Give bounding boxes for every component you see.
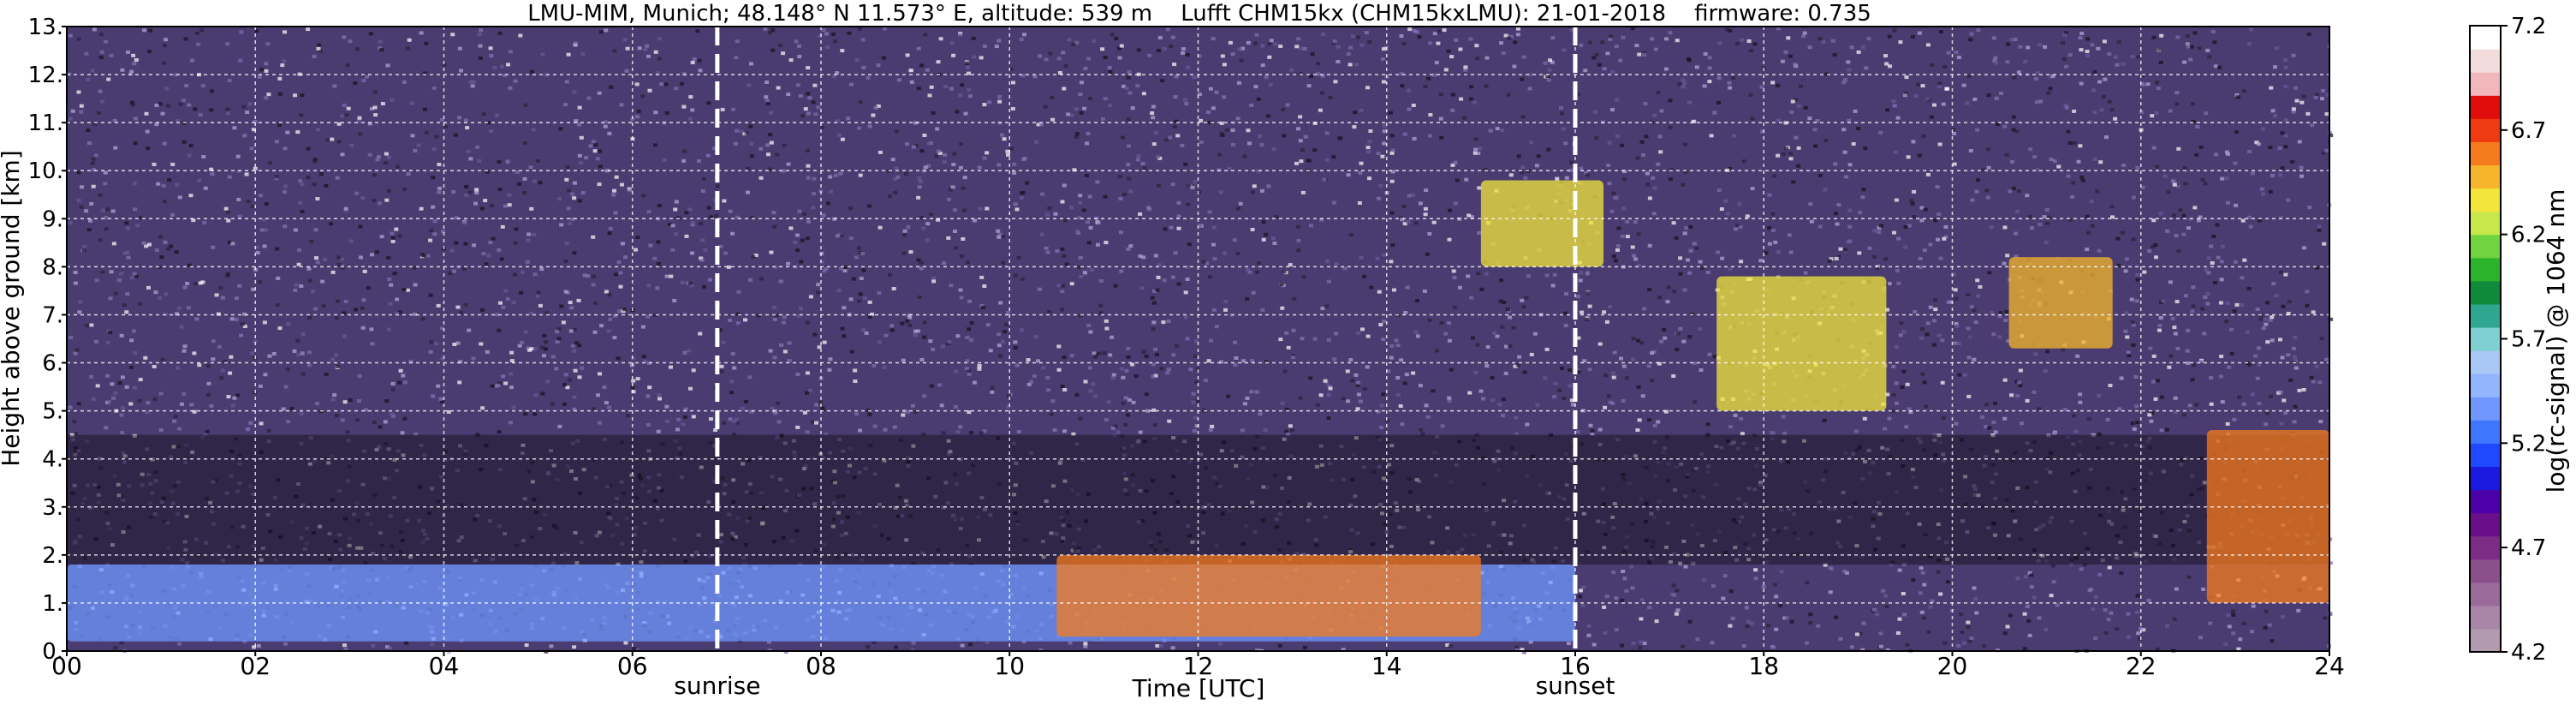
x-tick-label: 08 (806, 652, 836, 680)
colorbar-segment (2470, 95, 2501, 119)
x-tick-label: 10 (994, 652, 1025, 680)
colorbar-segment (2470, 141, 2501, 165)
colorbar-segment (2470, 583, 2501, 606)
x-tick-label: 16 (1560, 652, 1591, 680)
chart-title: LMU-MIM, Munich; 48.148° N 11.573° E, al… (527, 1, 1871, 27)
colorbar-tick-label: 7.2 (2511, 14, 2546, 39)
colorbar-segment (2470, 304, 2501, 328)
colorbar-segment (2470, 72, 2501, 96)
colorbar-segment (2470, 420, 2501, 444)
y-tick-label: 2. (42, 543, 63, 569)
colorbar-segment (2470, 513, 2501, 537)
feature-3 (1716, 277, 1886, 411)
feature-1 (1056, 555, 1481, 636)
x-tick-label: 06 (617, 652, 648, 680)
colorbar-segment (2470, 629, 2501, 653)
x-tick-label: 22 (2126, 652, 2157, 680)
colorbar-segment (2470, 188, 2501, 212)
y-tick-label: 10. (28, 158, 63, 184)
x-tick-label: 04 (429, 652, 460, 680)
y-tick-label: 0. (42, 639, 63, 665)
y-tick-label: 8. (42, 254, 63, 280)
feature-4 (2009, 257, 2113, 349)
x-tick-label: 20 (1937, 652, 1968, 680)
colorbar-tick-label: 4.2 (2511, 640, 2546, 666)
colorbar-segment (2470, 536, 2501, 560)
y-tick-label: 6. (42, 351, 63, 377)
y-tick-label: 13. (28, 15, 63, 40)
colorbar-segment (2470, 164, 2501, 188)
colorbar-segment (2470, 397, 2501, 421)
colorbar-segment (2470, 118, 2501, 142)
feature-2 (1481, 180, 1603, 266)
x-tick-label: 14 (1371, 652, 1402, 680)
colorbar-segment (2470, 559, 2501, 583)
y-tick-label: 4. (42, 447, 63, 473)
colorbar-segment (2470, 235, 2501, 259)
colorbar-segment (2470, 327, 2501, 351)
colorbar-segment (2470, 26, 2501, 50)
x-tick-label: 02 (240, 652, 271, 680)
x-tick-label: 24 (2314, 652, 2345, 680)
colorbar-tick-label: 4.7 (2511, 535, 2546, 561)
y-axis-label: Height above ground [km] (0, 150, 25, 467)
colorbar-segment (2470, 606, 2501, 630)
y-tick-label: 1. (42, 591, 63, 617)
colorbar-segment (2470, 49, 2501, 73)
y-tick-label: 9. (42, 206, 63, 232)
colorbar-segment (2470, 373, 2501, 397)
colorbar-segment (2470, 350, 2501, 374)
y-tick-label: 11. (28, 111, 63, 136)
colorbar-segment (2470, 258, 2501, 282)
colorbar-segment (2470, 489, 2501, 513)
feature-5 (2207, 430, 2329, 603)
colorbar-segment (2470, 281, 2501, 305)
y-tick-label: 7. (42, 302, 63, 328)
colorbar-tick-label: 6.7 (2511, 118, 2546, 144)
y-tick-label: 3. (42, 495, 63, 521)
y-tick-label: 5. (42, 399, 63, 425)
colorbar-segment (2470, 212, 2501, 236)
colorbar: 4.24.75.25.76.26.77.2 (2470, 14, 2546, 666)
colorbar-segment (2470, 443, 2501, 467)
x-axis-label: Time [UTC] (1132, 674, 1265, 702)
x-tick-label: 18 (1748, 652, 1779, 680)
colorbar-label: log(rc-signal) @ 1064 nm (2542, 189, 2570, 493)
marker-label-sunrise: sunrise (674, 672, 760, 700)
colorbar-segment (2470, 466, 2501, 490)
y-tick-label: 12. (28, 63, 63, 88)
